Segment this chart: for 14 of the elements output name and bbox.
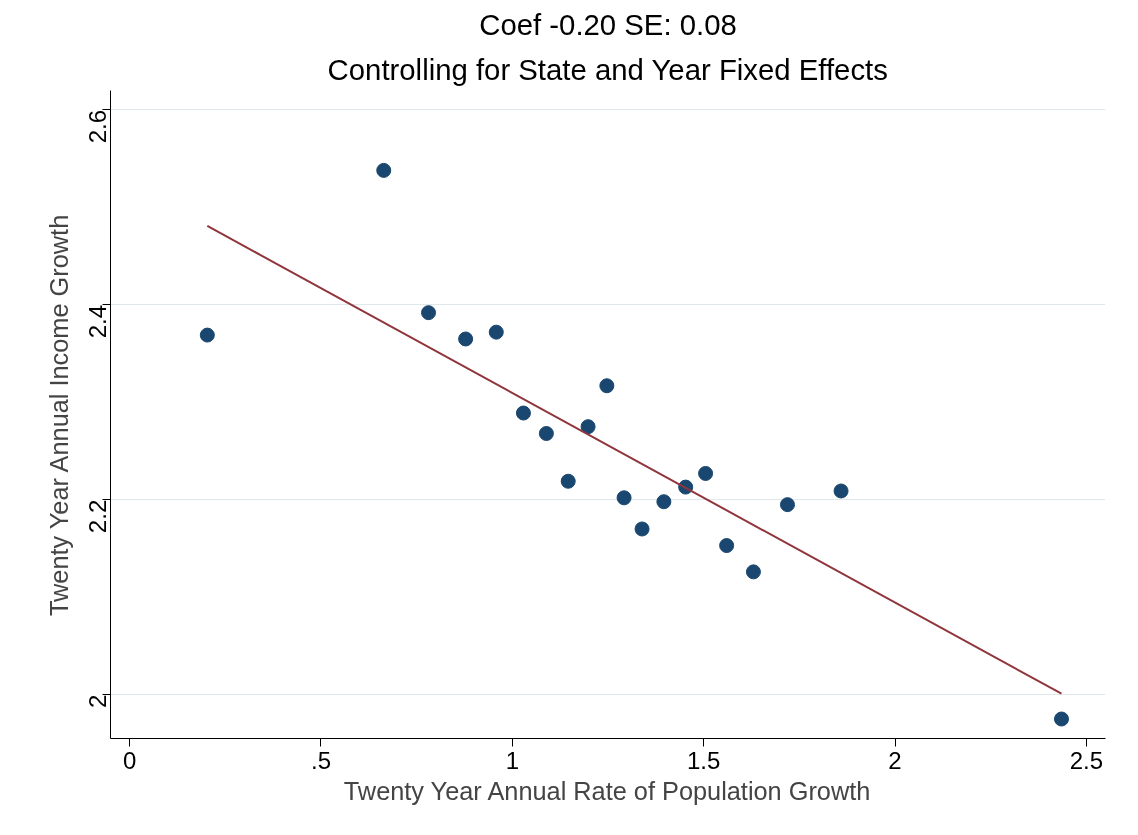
x-tick-label: .5 xyxy=(310,746,331,774)
x-tick-label: 1.5 xyxy=(686,746,721,774)
x-tick-label: 2 xyxy=(888,746,902,774)
y-tick-label: 2 xyxy=(84,694,111,708)
chart-title: Coef -0.20 SE: 0.08 xyxy=(479,7,737,41)
y-tick-label: 2.4 xyxy=(84,304,111,339)
x-tick-label: 0 xyxy=(122,746,137,774)
x-tick-label: 1 xyxy=(505,746,520,774)
y-tick-label: 2.2 xyxy=(84,499,111,534)
x-axis-title: Twenty Year Annual Rate of Population Growth xyxy=(343,776,871,805)
chart-subtitle: Controlling for State and Year Fixed Effects xyxy=(327,52,888,86)
x-tick-label: 2.5 xyxy=(1069,746,1104,774)
y-tick-label: 2.6 xyxy=(84,109,111,144)
y-axis-title: Twenty Year Annual Income Growth xyxy=(44,214,73,617)
